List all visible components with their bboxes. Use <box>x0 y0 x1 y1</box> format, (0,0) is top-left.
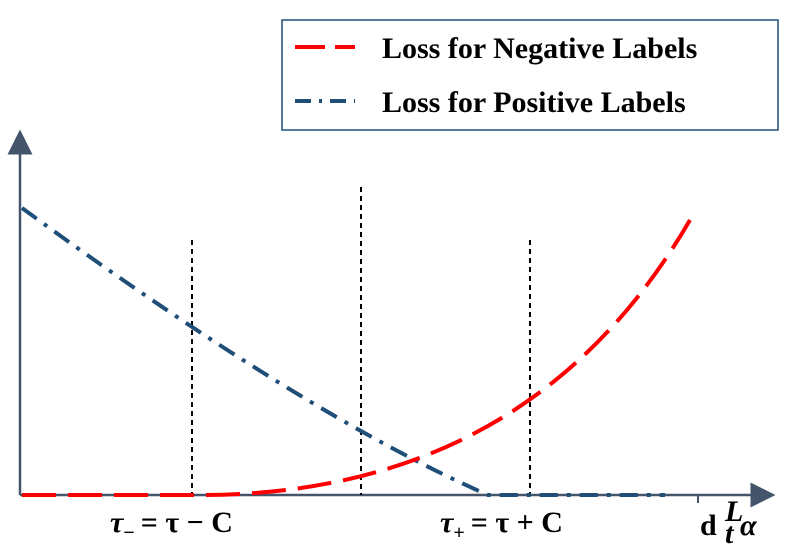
positive-loss-curve <box>20 206 665 497</box>
svg-text:L: L <box>724 495 743 528</box>
legend-negative-label: Loss for Negative Labels <box>382 32 697 65</box>
legend-box <box>281 19 779 131</box>
tau-minus-label: τ− = τ − C <box>110 506 233 544</box>
svg-text:d: d <box>700 509 717 542</box>
x-axis-label: d t L α <box>700 495 757 550</box>
negative-loss-curve <box>22 218 692 497</box>
svg-text:α: α <box>740 509 757 542</box>
legend-positive-label: Loss for Positive Labels <box>382 86 686 119</box>
tau-plus-label: τ+ = τ + C <box>440 506 563 544</box>
svg-text:t: t <box>725 517 735 550</box>
legend: Loss for Negative Labels Loss for Positi… <box>281 19 779 131</box>
